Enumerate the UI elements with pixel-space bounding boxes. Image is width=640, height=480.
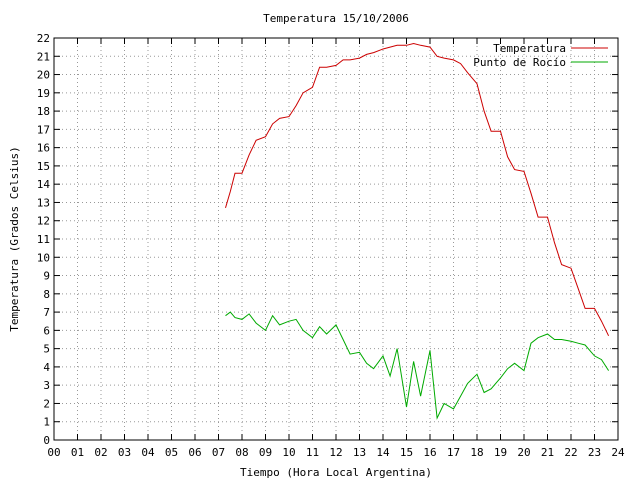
x-tick-label: 18 xyxy=(470,446,483,459)
y-tick-label: 7 xyxy=(43,306,50,319)
x-axis-label: Tiempo (Hora Local Argentina) xyxy=(240,466,432,479)
series-line-temperatura xyxy=(225,42,610,337)
y-tick-label: 17 xyxy=(37,123,50,136)
x-tick-label: 12 xyxy=(329,446,342,459)
y-tick-label: 13 xyxy=(37,196,50,209)
legend-label: Punto de Rocío xyxy=(473,56,566,69)
x-tick-label: 08 xyxy=(235,446,248,459)
x-tick-label: 21 xyxy=(541,446,554,459)
x-tick-label: 05 xyxy=(165,446,178,459)
x-tick-label: 23 xyxy=(588,446,601,459)
y-tick-label: 16 xyxy=(37,142,50,155)
x-tick-label: 02 xyxy=(94,446,107,459)
y-tick-label: 5 xyxy=(43,343,50,356)
y-tick-label: 18 xyxy=(37,105,50,118)
x-tick-label: 06 xyxy=(188,446,201,459)
x-tick-label: 19 xyxy=(494,446,507,459)
x-tick-label: 17 xyxy=(447,446,460,459)
y-tick-label: 2 xyxy=(43,397,50,410)
y-tick-label: 11 xyxy=(37,233,50,246)
x-tick-label: 24 xyxy=(611,446,625,459)
x-tick-label: 10 xyxy=(282,446,295,459)
y-axis-label: Temperatura (Grados Celsius) xyxy=(8,146,21,331)
y-tick-label: 3 xyxy=(43,379,50,392)
y-tick-label: 6 xyxy=(43,324,50,337)
x-tick-label: 07 xyxy=(212,446,225,459)
y-tick-label: 14 xyxy=(37,178,51,191)
y-tick-label: 1 xyxy=(43,416,50,429)
y-tick-label: 8 xyxy=(43,288,50,301)
y-tick-label: 19 xyxy=(37,87,50,100)
x-tick-label: 16 xyxy=(423,446,436,459)
chart-title: Temperatura 15/10/2006 xyxy=(263,12,409,25)
y-tick-label: 10 xyxy=(37,251,50,264)
legend-label: Temperatura xyxy=(493,42,566,55)
y-tick-label: 4 xyxy=(43,361,50,374)
x-tick-label: 22 xyxy=(564,446,577,459)
x-tick-label: 14 xyxy=(376,446,390,459)
grid-lines xyxy=(54,38,618,440)
y-tick-label: 9 xyxy=(43,270,50,283)
x-tick-label: 00 xyxy=(47,446,60,459)
y-tick-label: 20 xyxy=(37,69,50,82)
x-tick-label: 09 xyxy=(259,446,272,459)
x-tick-label: 20 xyxy=(517,446,530,459)
x-tick-label: 01 xyxy=(71,446,84,459)
x-tick-label: 15 xyxy=(400,446,413,459)
series-line-punto-de-rocio xyxy=(225,311,610,420)
x-tick-label: 03 xyxy=(118,446,131,459)
y-tick-label: 12 xyxy=(37,215,50,228)
y-tick-label: 21 xyxy=(37,50,50,63)
x-tick-label: 13 xyxy=(353,446,366,459)
y-tick-label: 15 xyxy=(37,160,50,173)
x-tick-label: 04 xyxy=(141,446,155,459)
y-tick-label: 22 xyxy=(37,32,50,45)
series-group xyxy=(225,42,610,420)
x-tick-label: 11 xyxy=(306,446,319,459)
y-tick-label: 0 xyxy=(43,434,50,447)
